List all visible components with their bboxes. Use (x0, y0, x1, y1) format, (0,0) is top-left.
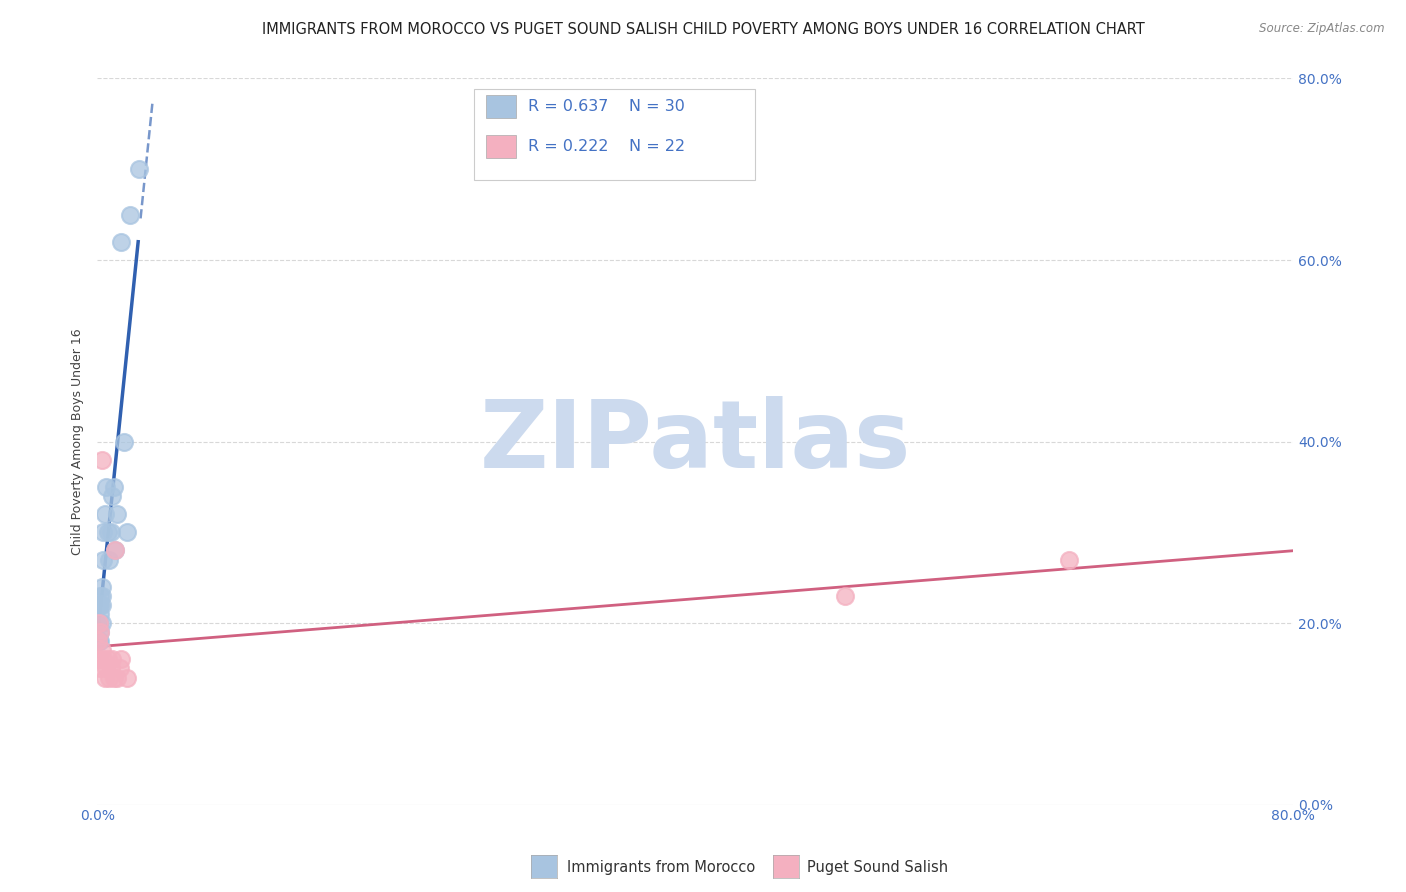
Point (110, 652, 132, 666)
Point (93, 552, 115, 566)
Point (94, 507, 117, 521)
Point (105, 507, 128, 521)
Point (98, 671, 121, 685)
Point (90, 598, 112, 612)
Point (101, 489, 124, 503)
Point (93, 652, 115, 666)
Point (87, 616, 110, 631)
Bar (486, 135, 516, 159)
Point (89, 634, 111, 648)
Point (90, 580, 112, 594)
Point (1057, 552, 1080, 566)
Point (87, 652, 110, 666)
Point (90, 616, 112, 631)
Point (87, 616, 110, 631)
Text: Source: ZipAtlas.com: Source: ZipAtlas.com (1260, 22, 1385, 36)
Point (101, 652, 124, 666)
Point (90, 643, 112, 657)
Point (103, 480, 125, 494)
Point (89, 598, 111, 612)
Text: R = 0.637    N = 30: R = 0.637 N = 30 (527, 99, 685, 113)
Point (103, 671, 125, 685)
Point (100, 661, 122, 675)
Point (112, 434, 135, 449)
Point (90, 452, 112, 467)
Point (87, 634, 110, 648)
Point (110, 235, 132, 249)
Point (96, 480, 118, 494)
Text: R = 0.222    N = 22: R = 0.222 N = 22 (527, 138, 685, 153)
Bar (486, 95, 516, 119)
Text: Immigrants from Morocco: Immigrants from Morocco (567, 860, 755, 874)
Point (108, 661, 131, 675)
Point (89, 625, 111, 640)
FancyBboxPatch shape (474, 89, 755, 180)
Text: Puget Sound Salish: Puget Sound Salish (807, 860, 948, 874)
Point (98, 552, 121, 566)
Point (117, 671, 139, 685)
Point (97, 652, 120, 666)
Point (94, 671, 117, 685)
Point (834, 589, 856, 603)
Point (87, 634, 110, 648)
Point (87, 598, 110, 612)
Point (87, 616, 110, 631)
Point (96, 661, 118, 675)
Point (105, 671, 128, 685)
Point (120, 208, 142, 222)
Point (93, 525, 115, 540)
Text: ZIPatlas: ZIPatlas (479, 395, 911, 488)
Point (128, 162, 150, 177)
Point (89, 589, 111, 603)
Point (89, 607, 111, 621)
Point (100, 525, 122, 540)
Point (97, 525, 120, 540)
Point (117, 525, 139, 540)
Text: IMMIGRANTS FROM MOROCCO VS PUGET SOUND SALISH CHILD POVERTY AMONG BOYS UNDER 16 : IMMIGRANTS FROM MOROCCO VS PUGET SOUND S… (262, 22, 1144, 37)
Point (89, 661, 111, 675)
Point (87, 598, 110, 612)
Point (104, 543, 127, 558)
Point (90, 589, 112, 603)
Point (89, 625, 111, 640)
Point (104, 543, 127, 558)
Y-axis label: Child Poverty Among Boys Under 16: Child Poverty Among Boys Under 16 (72, 328, 84, 555)
